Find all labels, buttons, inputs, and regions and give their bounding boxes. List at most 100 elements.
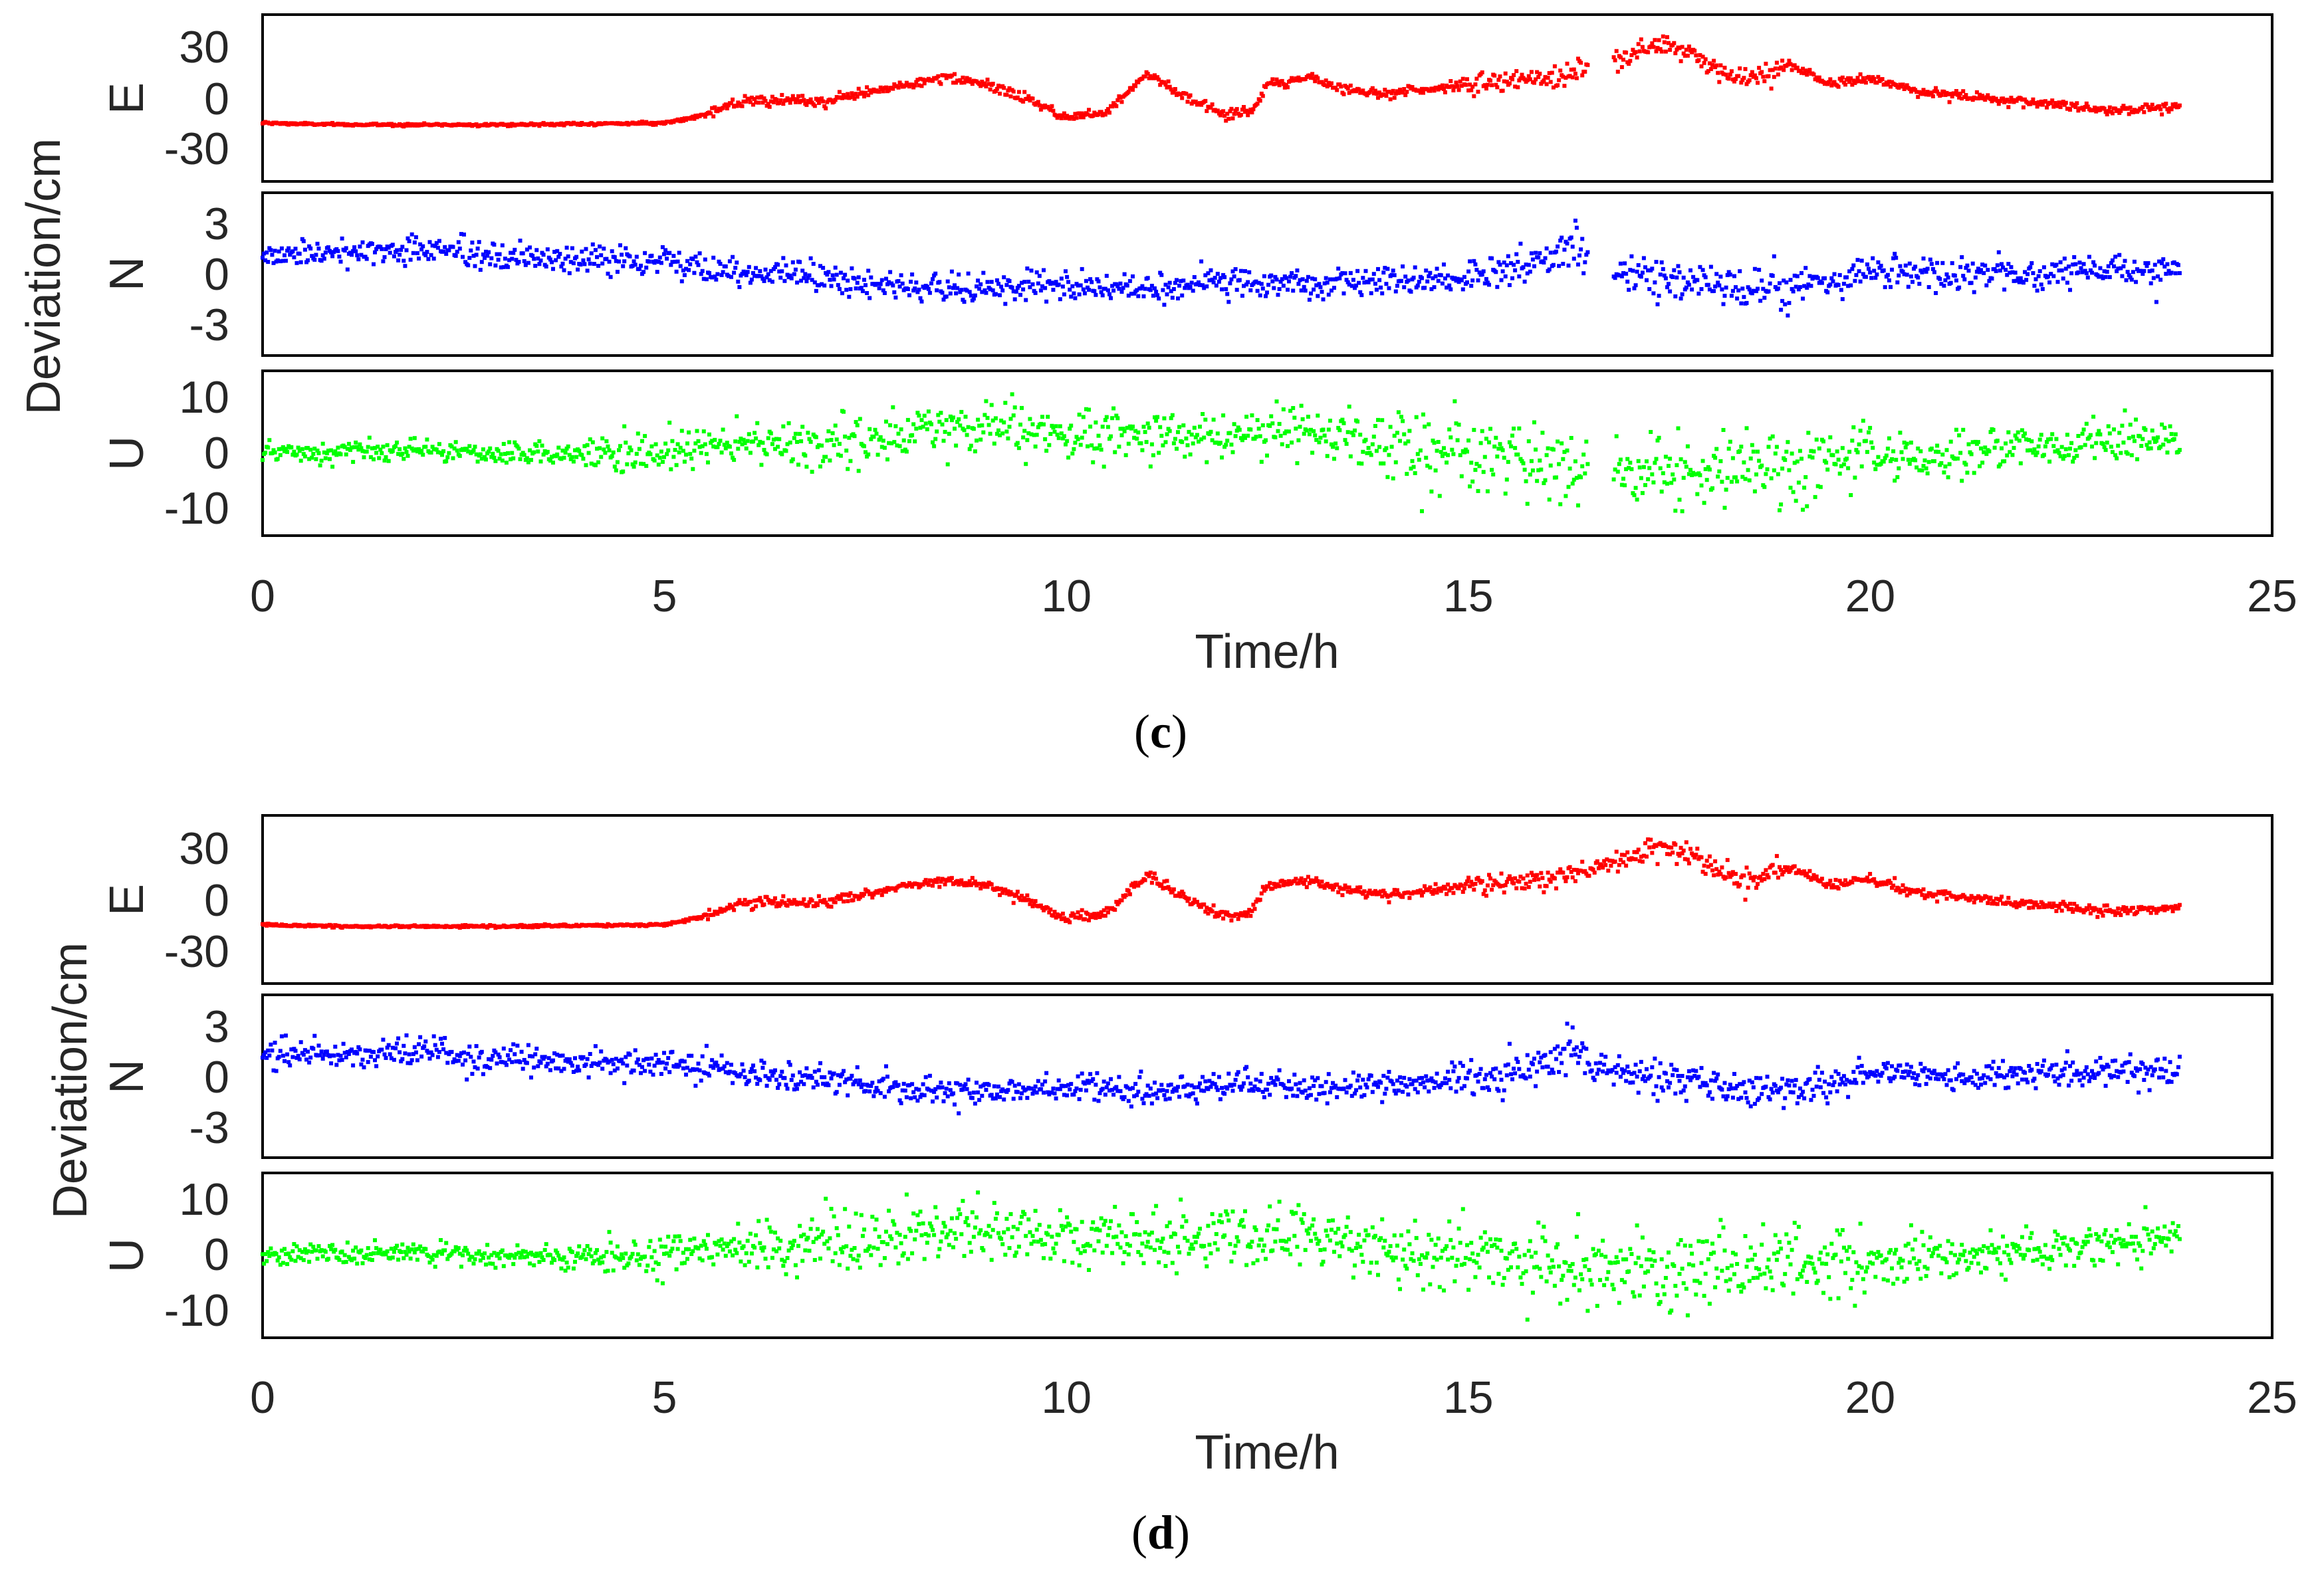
- data-point-c-U: [836, 453, 840, 457]
- data-point-c-U: [1988, 430, 1993, 435]
- data-point-c-N: [913, 286, 917, 291]
- data-point-c-E: [1038, 107, 1043, 112]
- data-point-d-E: [1074, 915, 1079, 920]
- data-point-c-E: [1649, 44, 1653, 49]
- data-point-c-U: [1730, 456, 1735, 461]
- data-point-c-U: [1991, 427, 1996, 432]
- data-point-c-U: [852, 434, 857, 439]
- data-point-c-U: [1087, 407, 1091, 412]
- data-point-c-U: [984, 399, 988, 403]
- data-point-c-U: [1617, 462, 1621, 467]
- data-point-c-U: [2102, 445, 2107, 449]
- data-point-c-U: [1131, 424, 1135, 429]
- data-point-c-N: [804, 279, 809, 284]
- data-point-c-N: [822, 283, 827, 288]
- data-point-d-E: [1068, 920, 1072, 924]
- data-point-c-E: [1850, 82, 1855, 87]
- data-point-c-N: [1717, 283, 1722, 288]
- data-point-c-N: [1226, 300, 1231, 304]
- data-point-d-E: [687, 918, 691, 923]
- data-point-c-N: [1913, 264, 1918, 269]
- data-point-c-U: [962, 428, 967, 433]
- data-point-c-N: [1954, 278, 1958, 282]
- data-point-c-E: [726, 103, 731, 108]
- data-point-c-N: [615, 270, 620, 274]
- data-point-c-E: [2102, 106, 2107, 111]
- data-point-d-E: [1154, 877, 1159, 881]
- data-point-c-U: [374, 451, 379, 455]
- data-point-c-U: [1694, 472, 1698, 476]
- data-point-c-U: [1240, 438, 1244, 443]
- data-point-c-N: [1982, 270, 1986, 275]
- data-point-c-N: [905, 287, 910, 291]
- data-point-c-U: [1615, 469, 1620, 474]
- data-point-c-N: [1180, 293, 1185, 298]
- data-point-c-U: [629, 448, 634, 453]
- data-point-c-N: [1302, 284, 1306, 289]
- data-point-c-N: [2061, 276, 2065, 281]
- data-point-c-N: [283, 253, 287, 258]
- data-point-c-N: [606, 271, 610, 276]
- data-point-c-E: [1269, 80, 1274, 85]
- data-point-c-E: [1710, 62, 1714, 67]
- data-point-c-U: [1246, 433, 1250, 438]
- data-point-c-U: [1621, 476, 1625, 481]
- data-point-c-E: [868, 88, 872, 92]
- data-point-c-U: [710, 439, 715, 443]
- data-point-c-N: [671, 254, 676, 259]
- data-point-c-E: [1495, 85, 1500, 90]
- data-point-c-E: [1492, 73, 1497, 78]
- data-point-c-E: [2040, 102, 2045, 107]
- data-point-c-N: [1930, 266, 1935, 271]
- data-point-c-N: [1198, 282, 1202, 287]
- data-point-c-N: [1211, 280, 1216, 284]
- data-point-c-N: [1376, 266, 1380, 271]
- data-point-c-U: [403, 446, 407, 451]
- data-point-c-N: [1636, 263, 1641, 267]
- data-point-c-U: [2145, 443, 2149, 447]
- data-point-c-U: [1095, 446, 1100, 451]
- data-point-c-U: [2105, 441, 2109, 445]
- data-point-c-U: [1865, 450, 1869, 455]
- data-point-c-N: [628, 254, 632, 259]
- data-point-c-N: [777, 269, 782, 274]
- data-point-c-N: [1183, 286, 1187, 290]
- data-point-c-E: [1744, 82, 1749, 86]
- data-point-c-U: [1417, 457, 1421, 462]
- data-point-c-U: [1090, 443, 1094, 448]
- data-point-c-E: [1264, 84, 1268, 89]
- data-point-c-N: [1632, 286, 1637, 290]
- data-point-c-U: [580, 453, 584, 457]
- data-point-c-U: [692, 449, 697, 453]
- data-point-c-N: [1857, 269, 1861, 274]
- data-point-c-U: [1379, 461, 1383, 466]
- data-point-c-U: [2073, 448, 2078, 453]
- data-point-c-E: [1535, 70, 1540, 74]
- data-point-c-E: [1979, 96, 1983, 100]
- data-point-c-E: [1619, 65, 1624, 69]
- data-point-c-N: [1427, 274, 1431, 278]
- data-point-c-U: [1803, 475, 1808, 479]
- data-point-c-N: [1131, 274, 1135, 278]
- data-point-c-U: [1798, 449, 1802, 453]
- data-point-c-N: [1507, 283, 1512, 287]
- data-point-c-N: [1385, 266, 1390, 271]
- data-point-c-E: [996, 83, 1000, 88]
- data-point-c-N: [1768, 281, 1772, 286]
- data-point-c-N: [584, 247, 588, 251]
- data-point-d-E: [790, 901, 795, 906]
- data-point-c-E: [1921, 88, 1926, 92]
- data-point-d-E: [858, 895, 862, 900]
- data-point-c-N: [585, 268, 590, 273]
- data-point-c-U: [2121, 440, 2126, 445]
- data-point-c-N: [758, 269, 762, 273]
- data-point-c-E: [922, 81, 927, 86]
- data-point-c-N: [556, 255, 561, 259]
- data-point-c-N: [1624, 271, 1629, 276]
- data-point-c-U: [1193, 435, 1198, 440]
- data-point-c-U: [1566, 484, 1571, 489]
- data-point-c-N: [762, 278, 766, 283]
- data-point-c-U: [1211, 417, 1216, 422]
- data-point-c-N: [955, 286, 960, 290]
- data-point-c-E: [1081, 115, 1086, 120]
